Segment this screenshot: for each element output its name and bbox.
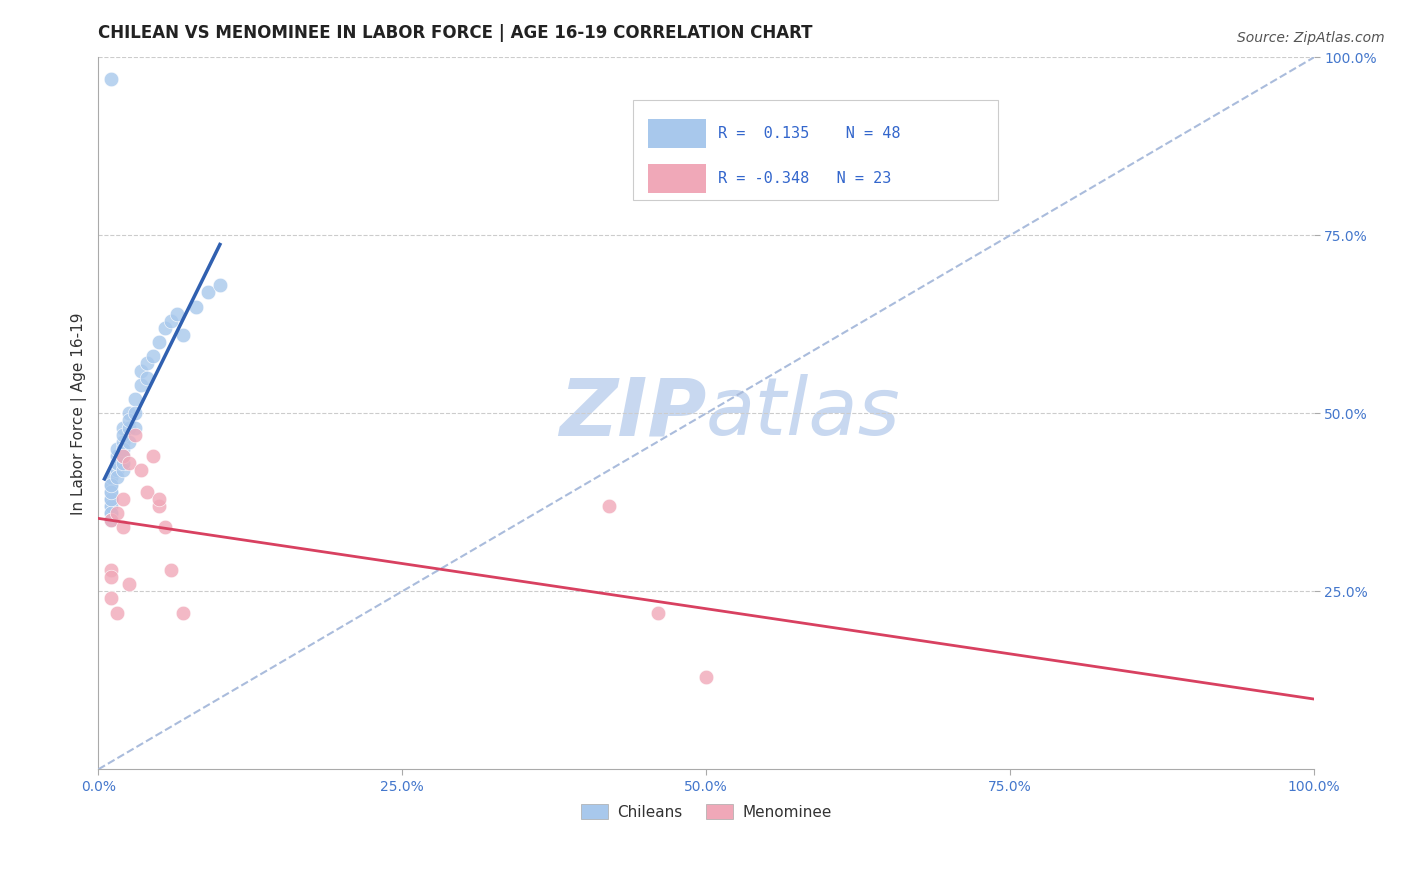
Point <box>105 506 128 520</box>
Point <box>100 491 122 506</box>
Point <box>172 328 194 343</box>
Point <box>100 71 122 86</box>
Point <box>647 606 669 620</box>
FancyBboxPatch shape <box>648 164 706 193</box>
Point <box>100 499 122 513</box>
Point <box>100 513 122 527</box>
Point <box>100 499 122 513</box>
Point <box>172 606 194 620</box>
Point <box>118 577 141 591</box>
Point <box>124 392 146 406</box>
Point <box>100 484 122 499</box>
Point <box>111 442 134 456</box>
Point <box>197 285 219 300</box>
Text: ZIP: ZIP <box>558 375 706 452</box>
Point <box>118 413 141 427</box>
Point <box>111 420 134 434</box>
Point <box>148 335 170 350</box>
Point <box>100 477 122 491</box>
Point <box>105 442 128 456</box>
Point <box>105 606 128 620</box>
Point <box>100 470 122 484</box>
Point <box>129 377 152 392</box>
Point <box>166 307 188 321</box>
Point <box>105 449 128 463</box>
Point <box>118 406 141 420</box>
Point <box>155 520 177 534</box>
Point <box>118 420 141 434</box>
Point <box>155 321 177 335</box>
Point <box>111 427 134 442</box>
Point <box>100 591 122 606</box>
Point <box>111 449 134 463</box>
Point <box>160 563 183 577</box>
Legend: Chileans, Menominee: Chileans, Menominee <box>575 797 838 826</box>
Point <box>142 350 165 364</box>
Point <box>136 370 159 384</box>
Point <box>111 434 134 449</box>
Point <box>105 456 128 470</box>
Point <box>118 456 141 470</box>
FancyBboxPatch shape <box>633 100 998 200</box>
Point <box>598 499 620 513</box>
Point <box>124 420 146 434</box>
Point <box>208 278 231 293</box>
Point <box>100 563 122 577</box>
Point <box>695 670 717 684</box>
Point <box>136 484 159 499</box>
Point <box>100 477 122 491</box>
Text: Source: ZipAtlas.com: Source: ZipAtlas.com <box>1237 31 1385 45</box>
Point <box>111 449 134 463</box>
Point <box>100 484 122 499</box>
Text: R =  0.135    N = 48: R = 0.135 N = 48 <box>718 126 901 141</box>
Point <box>129 463 152 477</box>
Point <box>105 456 128 470</box>
Point <box>100 491 122 506</box>
Point <box>148 499 170 513</box>
Point <box>100 570 122 584</box>
Point <box>100 491 122 506</box>
FancyBboxPatch shape <box>648 120 706 148</box>
Point <box>118 434 141 449</box>
Point <box>124 427 146 442</box>
Point <box>111 491 134 506</box>
Point <box>142 449 165 463</box>
Y-axis label: In Labor Force | Age 16-19: In Labor Force | Age 16-19 <box>72 312 87 515</box>
Point <box>111 463 134 477</box>
Point <box>124 406 146 420</box>
Point <box>111 520 134 534</box>
Point <box>111 456 134 470</box>
Point <box>129 363 152 377</box>
Text: CHILEAN VS MENOMINEE IN LABOR FORCE | AGE 16-19 CORRELATION CHART: CHILEAN VS MENOMINEE IN LABOR FORCE | AG… <box>98 24 813 42</box>
Point <box>136 357 159 371</box>
Text: atlas: atlas <box>706 375 901 452</box>
Point <box>100 513 122 527</box>
Point <box>160 314 183 328</box>
Point <box>184 300 207 314</box>
Point <box>100 506 122 520</box>
Point <box>105 470 128 484</box>
Point <box>111 449 134 463</box>
Point <box>148 491 170 506</box>
Text: R = -0.348   N = 23: R = -0.348 N = 23 <box>718 171 891 186</box>
Point <box>105 463 128 477</box>
Point <box>100 506 122 520</box>
